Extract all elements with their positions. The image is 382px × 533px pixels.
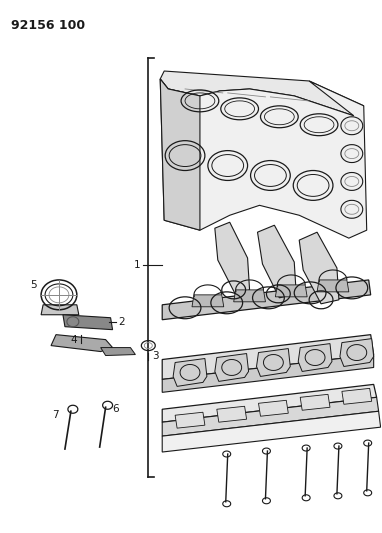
Polygon shape xyxy=(215,353,249,382)
Polygon shape xyxy=(275,285,307,297)
Polygon shape xyxy=(340,338,374,367)
Polygon shape xyxy=(63,315,113,330)
Polygon shape xyxy=(162,384,377,422)
Polygon shape xyxy=(257,225,296,298)
Text: 6: 6 xyxy=(113,404,119,414)
Polygon shape xyxy=(51,335,113,352)
Text: 2: 2 xyxy=(118,317,125,327)
Polygon shape xyxy=(175,412,205,428)
Polygon shape xyxy=(162,335,374,379)
Polygon shape xyxy=(299,232,339,304)
Text: 7: 7 xyxy=(52,410,59,420)
Polygon shape xyxy=(257,349,290,376)
Polygon shape xyxy=(162,397,379,436)
Polygon shape xyxy=(215,222,249,295)
Polygon shape xyxy=(300,394,330,410)
Polygon shape xyxy=(234,290,265,302)
Polygon shape xyxy=(217,406,247,422)
Text: 4: 4 xyxy=(70,335,77,345)
Polygon shape xyxy=(162,280,371,320)
Polygon shape xyxy=(162,354,374,392)
Polygon shape xyxy=(342,389,372,404)
Text: 1: 1 xyxy=(134,260,140,270)
Polygon shape xyxy=(162,411,380,452)
Polygon shape xyxy=(160,71,364,116)
Polygon shape xyxy=(298,344,332,372)
Text: 92156 100: 92156 100 xyxy=(11,19,86,33)
Polygon shape xyxy=(317,280,349,292)
Polygon shape xyxy=(259,400,288,416)
Polygon shape xyxy=(41,305,79,315)
Text: 5: 5 xyxy=(31,280,37,290)
Polygon shape xyxy=(192,295,224,307)
Polygon shape xyxy=(160,79,367,238)
Polygon shape xyxy=(173,359,207,386)
Polygon shape xyxy=(101,348,135,356)
Polygon shape xyxy=(160,79,200,230)
Text: 3: 3 xyxy=(152,351,159,360)
